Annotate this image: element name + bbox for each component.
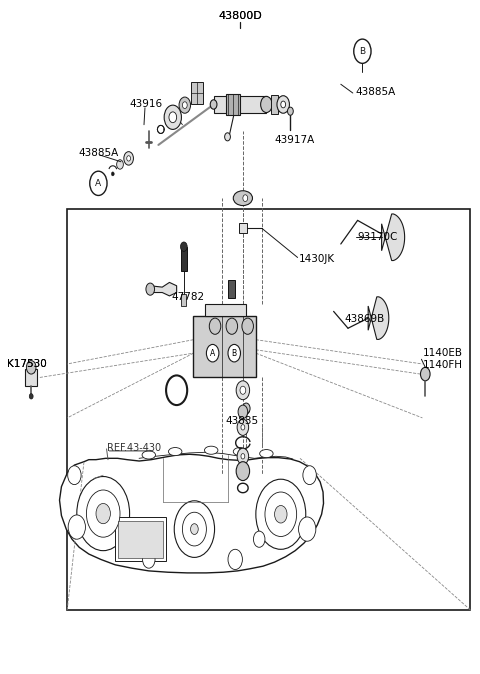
Circle shape	[240, 386, 246, 394]
Text: B: B	[232, 348, 237, 358]
Circle shape	[228, 344, 240, 362]
Circle shape	[243, 195, 248, 202]
Text: 43917A: 43917A	[275, 135, 315, 144]
Circle shape	[117, 160, 123, 169]
Circle shape	[182, 102, 187, 109]
Circle shape	[86, 490, 120, 537]
Circle shape	[241, 425, 245, 430]
Circle shape	[225, 133, 230, 141]
Bar	[205, 304, 246, 316]
Circle shape	[179, 97, 191, 113]
Ellipse shape	[233, 191, 252, 206]
Circle shape	[210, 100, 217, 109]
Bar	[115, 517, 166, 561]
Text: REF.43-430: REF.43-430	[107, 443, 161, 452]
Text: 43800D: 43800D	[218, 11, 262, 21]
Text: 43869B: 43869B	[345, 315, 385, 324]
Polygon shape	[60, 454, 324, 573]
Ellipse shape	[168, 448, 182, 456]
Text: 43885A: 43885A	[355, 88, 396, 97]
Text: A: A	[96, 179, 101, 188]
Circle shape	[90, 171, 107, 195]
Text: K17530: K17530	[8, 359, 47, 369]
Circle shape	[191, 524, 198, 534]
Text: B: B	[360, 47, 365, 56]
Text: K17530: K17530	[8, 359, 47, 369]
Ellipse shape	[142, 451, 156, 459]
Circle shape	[146, 283, 155, 295]
Circle shape	[26, 361, 36, 374]
Circle shape	[127, 156, 131, 161]
Circle shape	[169, 112, 177, 123]
Text: A: A	[210, 348, 215, 358]
Circle shape	[236, 462, 250, 481]
Circle shape	[209, 318, 221, 334]
Bar	[239, 223, 247, 233]
Bar	[25, 369, 37, 386]
Circle shape	[277, 96, 289, 113]
Circle shape	[256, 479, 306, 549]
Circle shape	[241, 454, 245, 459]
Circle shape	[288, 107, 293, 115]
Bar	[181, 247, 187, 271]
Bar	[67, 209, 470, 610]
Bar	[214, 96, 266, 113]
Bar	[118, 521, 163, 558]
Circle shape	[29, 394, 33, 399]
Circle shape	[124, 152, 133, 165]
Bar	[226, 94, 240, 115]
Circle shape	[237, 448, 249, 464]
Circle shape	[77, 477, 130, 551]
Circle shape	[180, 242, 187, 251]
Polygon shape	[150, 282, 177, 296]
Polygon shape	[368, 297, 389, 340]
Text: 93170C: 93170C	[358, 233, 398, 242]
Bar	[191, 82, 203, 104]
Circle shape	[143, 551, 155, 568]
Circle shape	[236, 381, 250, 400]
Circle shape	[237, 419, 249, 435]
Ellipse shape	[260, 450, 273, 458]
Bar	[228, 280, 235, 298]
Circle shape	[174, 501, 215, 557]
Circle shape	[303, 466, 316, 485]
Bar	[193, 316, 256, 377]
Ellipse shape	[233, 448, 247, 456]
Circle shape	[242, 318, 253, 334]
Polygon shape	[382, 214, 405, 261]
Circle shape	[299, 517, 316, 541]
Circle shape	[238, 405, 248, 419]
Circle shape	[164, 105, 181, 129]
Circle shape	[253, 531, 265, 547]
Circle shape	[111, 172, 114, 176]
Circle shape	[228, 549, 242, 570]
Circle shape	[68, 515, 85, 539]
Text: 43916: 43916	[130, 100, 163, 109]
Text: 43835: 43835	[226, 417, 259, 426]
Circle shape	[182, 512, 206, 546]
Circle shape	[265, 492, 297, 537]
Text: 1140EB: 1140EB	[422, 348, 462, 357]
Circle shape	[261, 96, 272, 113]
Circle shape	[226, 318, 238, 334]
Text: 1140FH: 1140FH	[422, 361, 462, 370]
Circle shape	[206, 344, 219, 362]
Circle shape	[420, 367, 430, 381]
Bar	[271, 95, 278, 114]
Circle shape	[68, 466, 81, 485]
Circle shape	[242, 403, 250, 414]
Text: 43800D: 43800D	[218, 11, 262, 21]
Circle shape	[275, 506, 287, 523]
Circle shape	[96, 503, 110, 524]
Text: 1430JK: 1430JK	[299, 254, 335, 264]
Text: 43885A: 43885A	[78, 148, 119, 158]
Ellipse shape	[204, 446, 218, 454]
Circle shape	[354, 39, 371, 63]
Text: 47782: 47782	[172, 292, 205, 301]
Bar	[181, 294, 186, 306]
Circle shape	[281, 101, 286, 108]
